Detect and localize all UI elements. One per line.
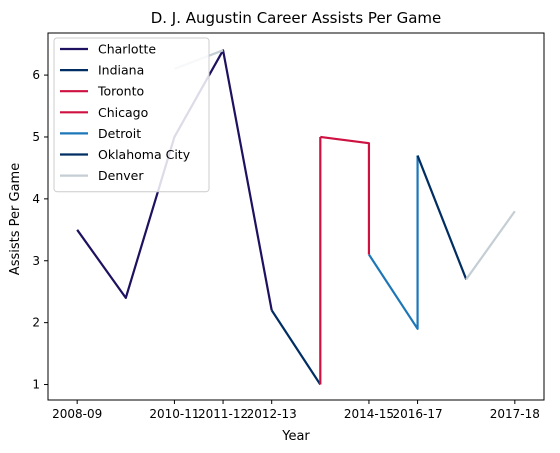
series-line-chicago-3 [320, 135, 371, 255]
x-tick-label: 2010-11 [149, 407, 199, 421]
y-tick-label: 2 [32, 316, 40, 330]
y-tick-label: 5 [32, 130, 40, 144]
y-tick-label: 3 [32, 254, 40, 268]
x-axis-label: Year [281, 429, 310, 444]
chart-title: D. J. Augustin Career Assists Per Game [151, 9, 442, 27]
series-line-indiana-1 [270, 309, 322, 386]
y-tick-label: 6 [32, 68, 40, 82]
y-axis-label: Assists Per Game [8, 163, 23, 275]
x-tick-label: 2017-18 [490, 407, 540, 421]
y-tick-label: 4 [32, 192, 40, 206]
series-line-detroit-4 [368, 155, 419, 330]
series-line-oklahoma-city-5 [416, 155, 468, 280]
legend: Charlotte Indiana Toronto Chicago Detroit Okl… [53, 37, 210, 193]
legend-label: Oklahoma City [98, 147, 191, 162]
series-line-denver-7 [465, 210, 516, 280]
x-tick-label: 2012-13 [247, 407, 297, 421]
legend-label: Denver [98, 168, 144, 183]
y-tick-label: 1 [32, 378, 40, 392]
x-tick-label: 2014-15 [344, 407, 394, 421]
x-tick-label: 2008-09 [52, 407, 102, 421]
legend-label: Indiana [98, 63, 144, 78]
legend-label: Toronto [97, 84, 144, 99]
x-tick-label: 2011-12 [198, 407, 248, 421]
legend-label: Chicago [98, 105, 148, 120]
legend-label: Detroit [98, 126, 141, 141]
legend-box [53, 37, 210, 193]
x-tick-label: 2016-17 [392, 407, 442, 421]
legend-label: Charlotte [98, 42, 156, 57]
plot-frame [47, 32, 545, 401]
